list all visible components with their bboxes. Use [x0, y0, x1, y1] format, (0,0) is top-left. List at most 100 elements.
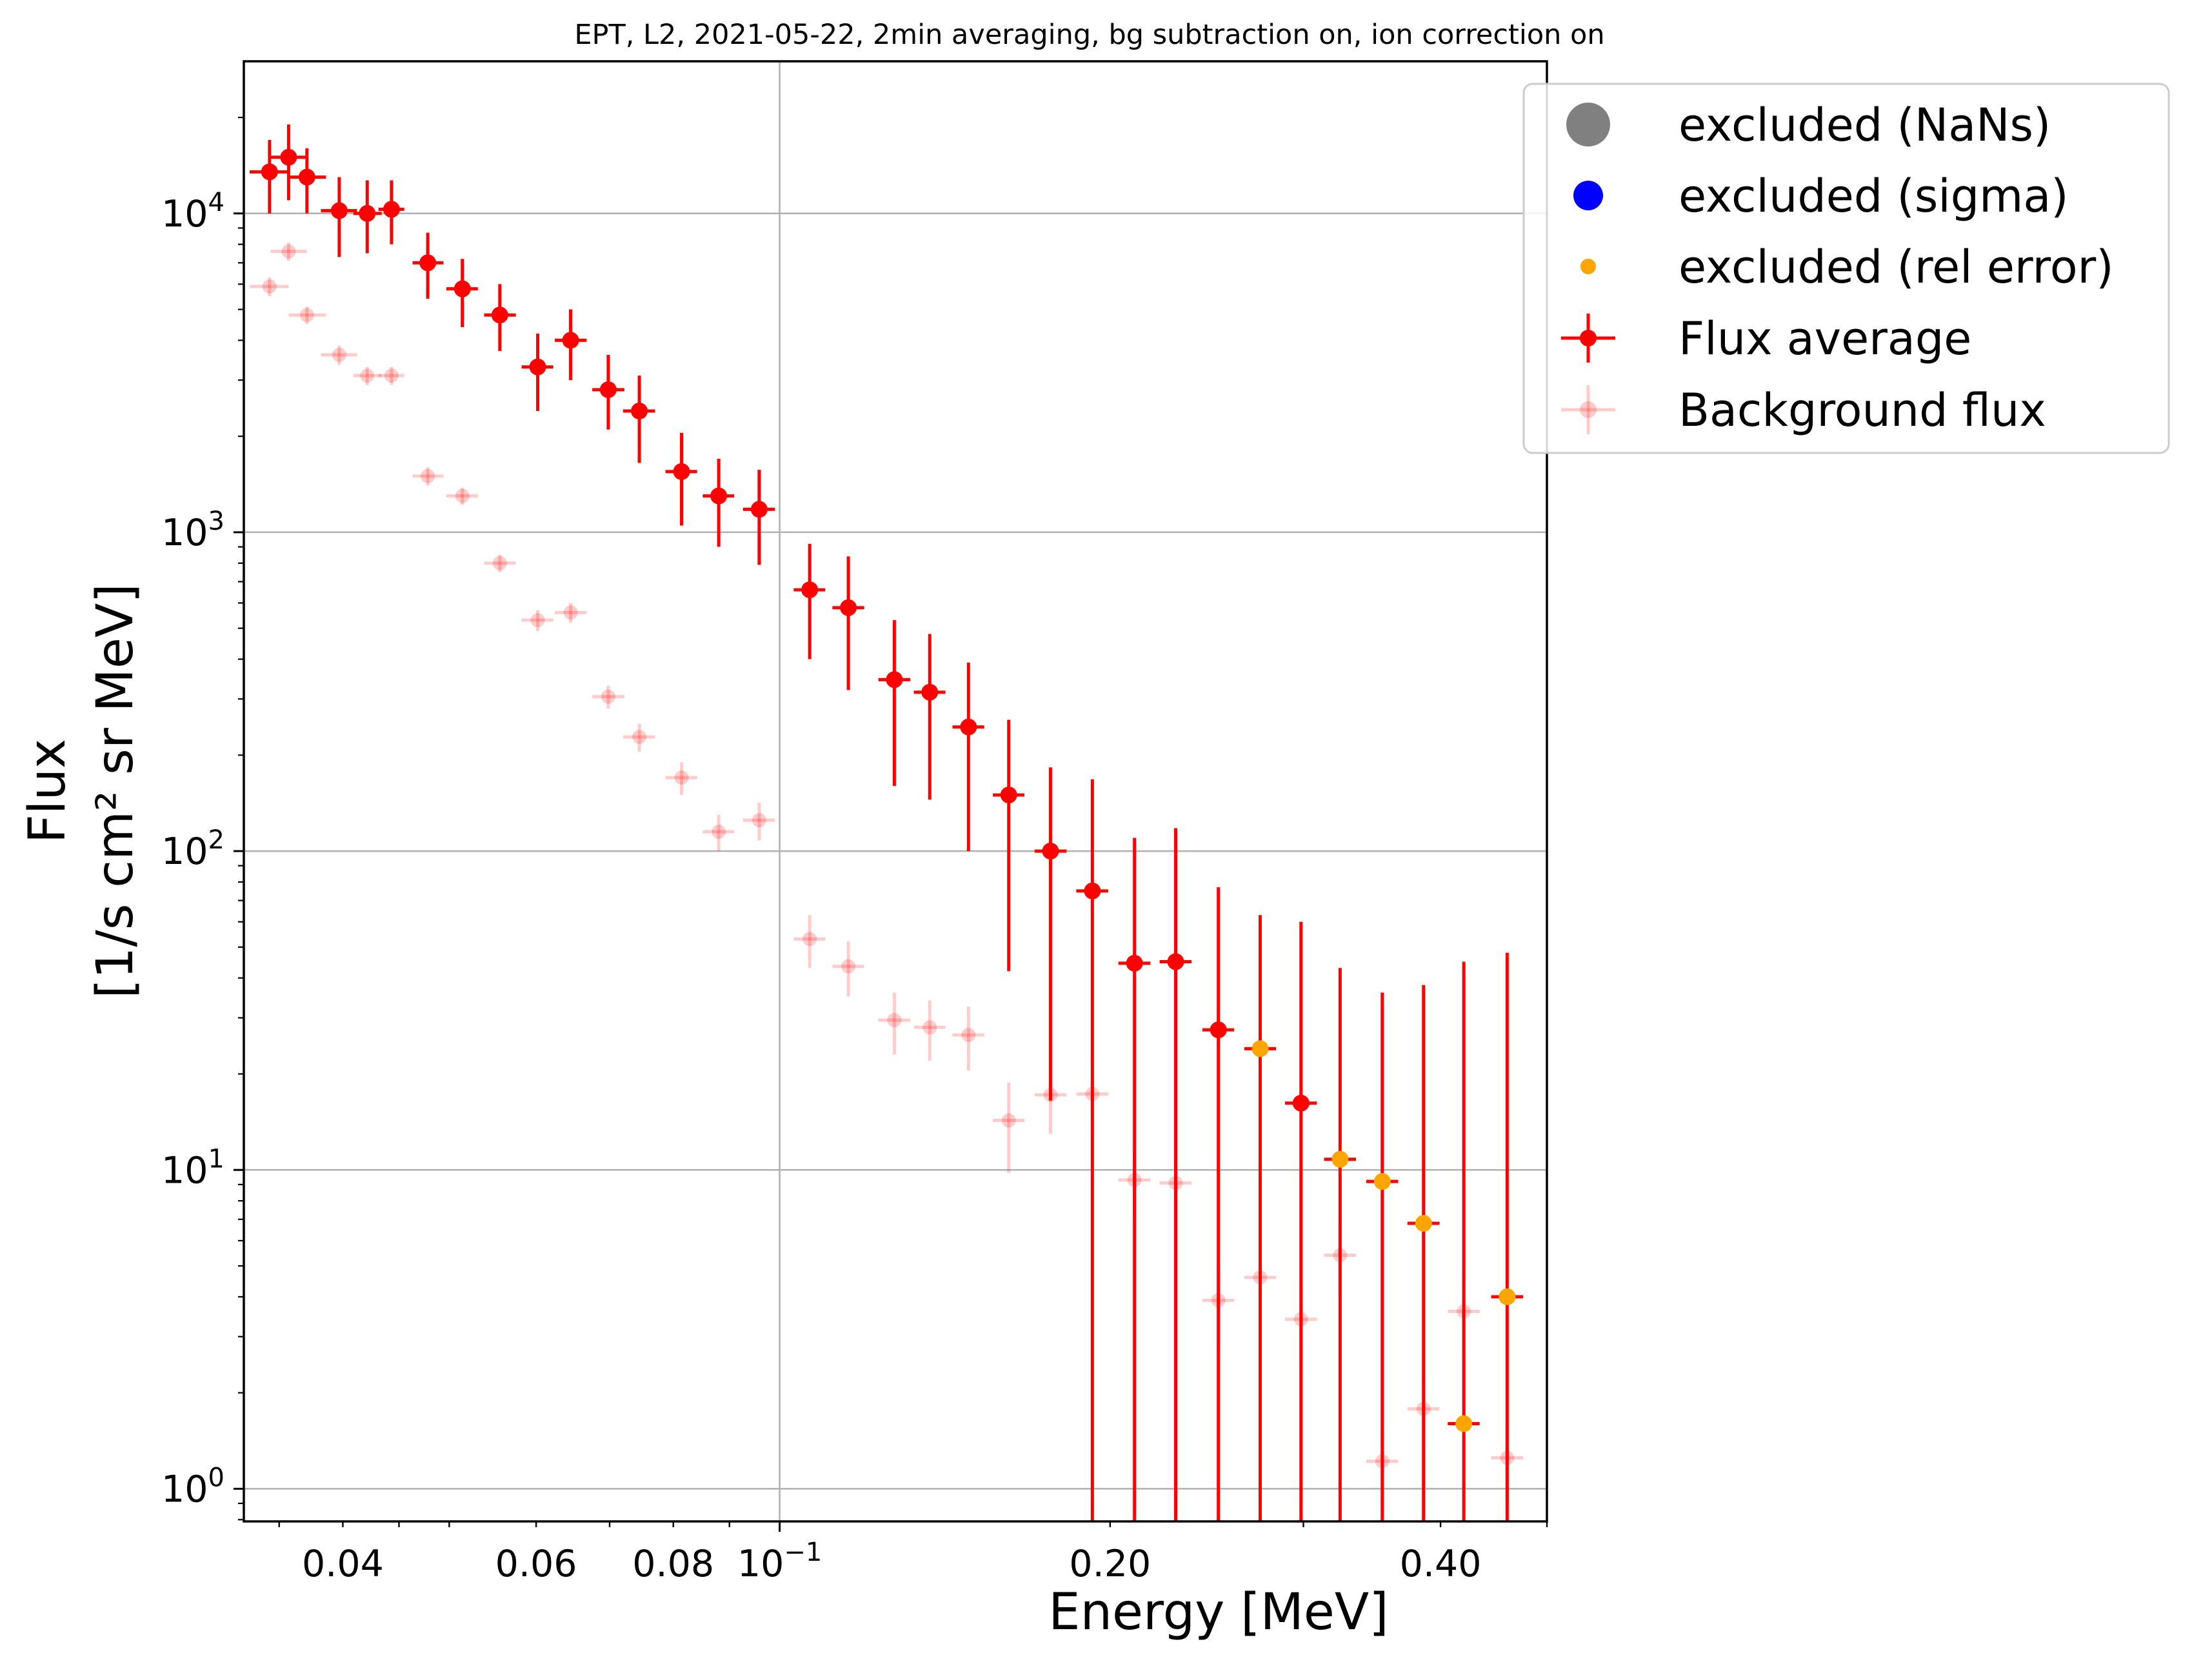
- x-tick-label: 0.40: [1400, 1543, 1482, 1585]
- flux-average-point: [378, 180, 404, 245]
- flux-average-point: [446, 259, 478, 327]
- data-point: [530, 613, 545, 628]
- data-point: [801, 581, 819, 599]
- data-point: [601, 689, 615, 704]
- plot-frame: [243, 60, 1548, 1523]
- background-flux-point: [665, 762, 697, 796]
- background-flux-point: [412, 467, 444, 486]
- legend-marker-dot: [1580, 401, 1597, 418]
- excluded-rel-error-point: [1407, 985, 1440, 1521]
- data-point: [529, 358, 546, 376]
- background-flux-point: [321, 345, 357, 365]
- x-tick-label: 0.04: [302, 1543, 384, 1585]
- background-flux-point: [353, 366, 382, 385]
- flux-average-point: [288, 148, 326, 214]
- flux-average-point: [665, 432, 697, 526]
- legend-label: Background flux: [1679, 384, 2046, 437]
- data-point: [261, 163, 278, 181]
- background-flux-point: [793, 915, 826, 968]
- excluded-rel-error-point: [1491, 952, 1524, 1521]
- background-flux-point: [484, 554, 516, 572]
- background-flux-point: [913, 1000, 946, 1061]
- y-axis-label-line2: [1/s cm² sr MeV]: [86, 583, 144, 998]
- data-point: [384, 368, 399, 383]
- data-point: [674, 770, 689, 785]
- excluded-rel-error-point: [1244, 915, 1277, 1521]
- background-flux-point: [270, 242, 307, 261]
- data-point: [330, 202, 348, 219]
- background-flux-point: [592, 685, 624, 709]
- data-point: [299, 308, 314, 323]
- flux-average-point: [993, 719, 1025, 972]
- flux-average-point: [1159, 828, 1191, 1521]
- legend-label: Flux average: [1679, 312, 1971, 365]
- flux-average-point: [878, 620, 910, 787]
- data-point: [1455, 1415, 1473, 1432]
- x-axis-label: Energy [MeV]: [1048, 1583, 1388, 1641]
- legend-marker-circle: [1573, 181, 1603, 210]
- data-point: [563, 605, 578, 620]
- flux-average-point: [952, 663, 984, 852]
- data-point: [360, 368, 375, 383]
- background-flux-point: [555, 603, 587, 623]
- flux-average-point: [702, 459, 735, 547]
- flux-average-point: [793, 543, 826, 659]
- y-axis-label: Flux [1/s cm² sr MeV]: [19, 583, 144, 998]
- background-flux-point: [288, 306, 326, 325]
- y-axis-label-line1: Flux: [19, 739, 77, 843]
- chart-title: EPT, L2, 2021-05-22, 2min averaging, bg …: [574, 19, 1604, 51]
- background-flux-point: [446, 487, 478, 505]
- data-point: [1042, 843, 1059, 860]
- data-point: [280, 148, 297, 166]
- data-point: [1499, 1288, 1516, 1305]
- legend-item: Flux average: [1561, 312, 1971, 365]
- excluded-rel-error-point: [1324, 968, 1357, 1521]
- data-point: [960, 718, 977, 736]
- data-point: [802, 932, 817, 947]
- data-point: [712, 825, 726, 839]
- legend-label: excluded (NaNs): [1679, 99, 2051, 152]
- flux-average-series: [250, 125, 1317, 1521]
- data-point: [750, 501, 768, 518]
- data-point: [1251, 1040, 1269, 1058]
- flux-average-point: [1284, 921, 1317, 1521]
- y-tick-label: 101: [161, 1144, 224, 1192]
- background-flux-point: [378, 366, 404, 385]
- y-tick-label: 100: [161, 1463, 224, 1510]
- data-point: [453, 280, 471, 297]
- flux-average-point: [742, 470, 775, 565]
- excluded-rel-error-series: [1244, 915, 1524, 1521]
- data-point: [673, 463, 690, 480]
- data-point: [281, 244, 296, 259]
- data-point: [332, 348, 346, 363]
- legend: excluded (NaNs) excluded (sigma) excluded …: [1522, 83, 2170, 454]
- flux-average-point: [832, 556, 864, 690]
- flux-average-point: [1076, 779, 1108, 1521]
- grid-lines: [244, 61, 1547, 1521]
- data-point: [298, 168, 315, 186]
- data-point: [1210, 1021, 1227, 1039]
- data-point: [492, 556, 507, 570]
- flux-average-point: [1202, 887, 1235, 1521]
- background-flux-point: [521, 610, 553, 632]
- data-point: [262, 279, 277, 294]
- background-flux-point: [952, 1007, 984, 1071]
- flux-average-point: [250, 139, 289, 214]
- legend-item: excluded (NaNs): [1566, 99, 2051, 152]
- background-flux-point: [993, 1082, 1025, 1173]
- data-point: [1331, 1150, 1349, 1168]
- data-point: [922, 1020, 937, 1035]
- data-point: [710, 487, 728, 505]
- data-point: [1126, 954, 1143, 972]
- data-point: [421, 468, 435, 483]
- data-point: [631, 403, 648, 420]
- flux-average-point: [321, 177, 357, 257]
- background-flux-point: [878, 992, 910, 1055]
- y-tick-label: 103: [161, 506, 224, 554]
- data-point: [841, 959, 856, 974]
- flux-average-point: [592, 355, 624, 430]
- data-point: [383, 201, 400, 218]
- background-flux-point: [250, 277, 289, 297]
- data-point: [1415, 1215, 1432, 1232]
